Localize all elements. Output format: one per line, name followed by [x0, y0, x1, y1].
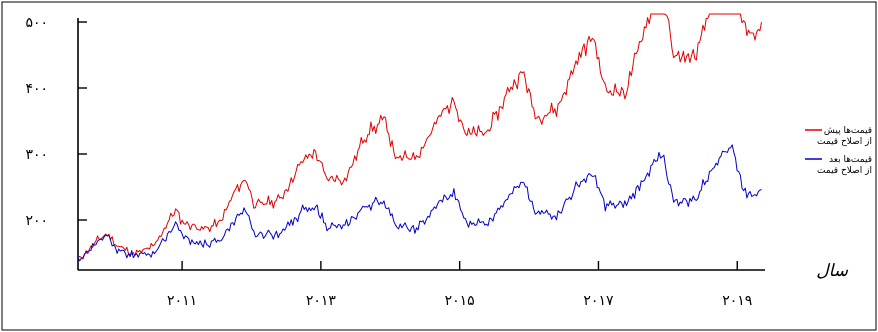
x-tick-label-2019: ۲۰۱۹ — [722, 293, 752, 309]
x-tick-label-2011: ۲۰۱۱ — [167, 293, 197, 309]
x-tick-label-2015: ۲۰۱۵ — [445, 293, 475, 309]
y-axis-ticks: ۲۰۰ ۳۰۰ ۴۰۰ ۵۰۰ — [25, 15, 87, 229]
y-tick-label-200: ۲۰۰ — [25, 213, 48, 229]
series-line-2 — [77, 144, 762, 262]
x-tick-label-2017: ۲۰۱۷ — [583, 293, 614, 309]
series-lines — [77, 13, 762, 262]
legend: قیمت‌ها پیش از اصلاح قیمت قیمت‌ها بعد از اص… — [805, 126, 872, 176]
x-tick-label-2013: ۲۰۱۳ — [306, 293, 337, 309]
x-axis-ticks: ۲۰۱۱ ۲۰۱۳ ۲۰۱۵ ۲۰۱۷ ۲۰۱۹ — [167, 261, 752, 309]
y-tick-label-500: ۵۰۰ — [25, 15, 48, 31]
legend-label-1: قیمت‌ها پیش از اصلاح قیمت — [817, 126, 872, 147]
y-tick-label-400: ۴۰۰ — [25, 81, 48, 97]
legend-label-2: قیمت‌ها بعد از اصلاح قیمت — [817, 155, 872, 176]
x-axis-label: سال — [816, 261, 849, 281]
series-line-1 — [77, 13, 762, 260]
y-tick-label-300: ۳۰۰ — [25, 147, 48, 163]
